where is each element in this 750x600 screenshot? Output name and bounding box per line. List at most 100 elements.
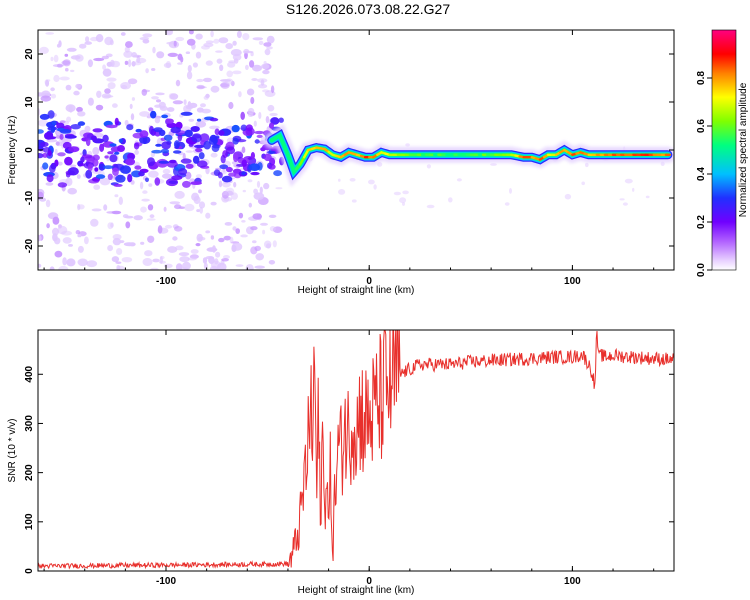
noise-band-blob <box>47 110 55 119</box>
noise-speckle <box>246 88 255 96</box>
colorbar-tick-label: 0.6 <box>696 119 707 133</box>
noise-speckle <box>192 62 198 68</box>
noise-speckle <box>178 267 189 270</box>
noise-speckle <box>103 204 108 211</box>
noise-speckle <box>77 245 84 253</box>
ridge-core-segment <box>303 148 310 159</box>
noise-speckle <box>338 189 346 195</box>
noise-speckle <box>66 116 72 123</box>
noise-band-blob <box>105 124 118 129</box>
noise-band-blob <box>68 146 80 153</box>
noise-speckle <box>135 57 147 64</box>
noise-speckle <box>163 62 172 68</box>
y-tick-label: 20 <box>24 48 35 60</box>
noise-speckle <box>619 198 625 201</box>
noise-speckle <box>65 67 69 72</box>
noise-speckle <box>59 120 66 124</box>
noise-speckle <box>198 189 202 194</box>
noise-band-blob <box>161 141 171 150</box>
noise-speckle <box>102 68 112 77</box>
noise-speckle <box>163 263 173 269</box>
noise-speckle <box>258 84 268 89</box>
noise-speckle <box>210 30 214 38</box>
noise-speckle <box>243 48 250 54</box>
noise-band-blob <box>38 153 44 159</box>
noise-speckle <box>101 93 112 99</box>
noise-band-blob <box>107 173 113 180</box>
noise-speckle <box>209 125 220 130</box>
noise-speckle <box>225 78 234 85</box>
noise-band-blob <box>67 167 79 176</box>
x-tick-label: 0 <box>366 576 372 587</box>
noise-band-blob <box>125 158 136 166</box>
noise-speckle <box>147 235 155 243</box>
noise-speckle <box>260 79 265 86</box>
noise-speckle <box>84 41 92 45</box>
noise-speckle <box>45 199 51 208</box>
noise-speckle <box>195 51 202 59</box>
noise-speckle <box>64 53 69 57</box>
noise-speckle <box>195 243 201 247</box>
noise-band-blob <box>120 165 131 174</box>
noise-speckle <box>227 61 236 68</box>
noise-speckle <box>645 195 650 199</box>
noise-speckle <box>175 79 181 87</box>
noise-band-blob <box>192 155 200 164</box>
noise-speckle <box>247 179 253 183</box>
noise-speckle <box>185 105 194 110</box>
noise-band-blob <box>254 139 260 144</box>
snr-frame <box>37 329 675 572</box>
noise-band-blob <box>127 174 133 183</box>
noise-speckle <box>253 188 258 195</box>
noise-speckle <box>76 106 83 113</box>
noise-speckle <box>112 237 122 246</box>
noise-speckle <box>195 174 202 179</box>
y-tick-label: 0 <box>24 568 35 574</box>
noise-speckle <box>210 201 217 206</box>
noise-band-blob <box>270 117 280 125</box>
noise-speckle <box>205 40 214 44</box>
noise-speckle <box>196 209 201 213</box>
noise-speckle <box>66 47 77 52</box>
noise-speckle <box>253 120 257 127</box>
noise-speckle <box>53 54 59 63</box>
noise-speckle <box>252 240 257 244</box>
noise-speckle <box>509 188 512 194</box>
noise-speckle <box>121 257 133 263</box>
noise-band-blob <box>115 174 126 183</box>
noise-band-blob <box>161 114 169 119</box>
noise-speckle <box>142 39 150 44</box>
noise-band-blob <box>149 125 154 135</box>
noise-band-blob <box>245 124 253 132</box>
noise-speckle <box>195 120 207 128</box>
noise-speckle <box>151 96 159 100</box>
noise-speckle <box>148 183 153 187</box>
noise-band-blob <box>104 155 109 159</box>
noise-band-blob <box>70 124 81 130</box>
noise-band-blob <box>118 138 123 143</box>
noise-band-blob <box>218 130 225 136</box>
noise-speckle <box>632 187 635 192</box>
noise-speckle <box>205 60 213 66</box>
noise-band-blob <box>182 180 191 188</box>
noise-speckle <box>228 101 234 110</box>
noise-speckle <box>426 164 431 169</box>
noise-speckle <box>225 43 233 50</box>
noise-band-blob <box>80 156 85 163</box>
noise-speckle <box>102 64 106 70</box>
noise-band-blob <box>85 137 91 147</box>
noise-band-blob <box>153 127 163 133</box>
noise-band-blob <box>99 143 105 152</box>
noise-band-blob <box>94 167 99 172</box>
noise-speckle <box>585 162 589 168</box>
noise-speckle <box>426 204 435 209</box>
noise-speckle <box>258 40 264 46</box>
noise-speckle <box>154 117 161 124</box>
noise-speckle <box>188 118 195 122</box>
noise-speckle <box>123 242 135 247</box>
noise-band-blob <box>151 149 163 154</box>
noise-speckle <box>93 57 105 62</box>
noise-speckle <box>393 191 401 196</box>
spectrogram-heatmap <box>38 30 674 270</box>
noise-speckle <box>166 41 174 45</box>
